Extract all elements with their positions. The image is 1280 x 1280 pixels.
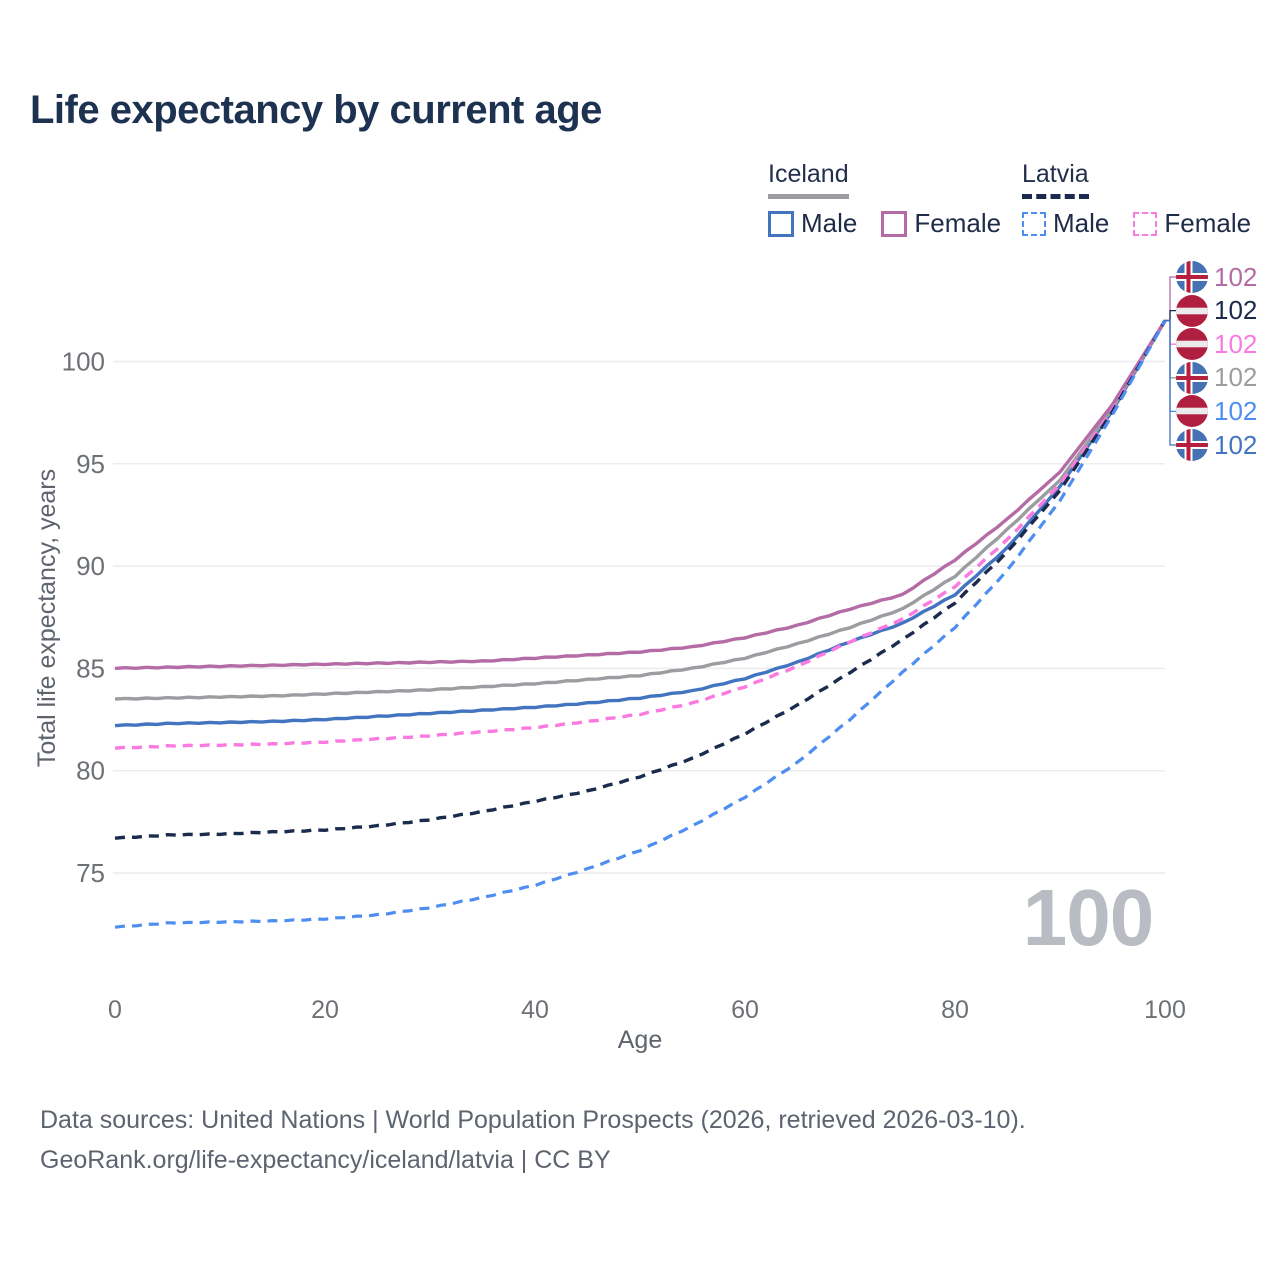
x-axis-title: Age bbox=[617, 1026, 663, 1054]
svg-text:85: 85 bbox=[76, 653, 105, 683]
svg-text:40: 40 bbox=[521, 996, 549, 1024]
svg-text:60: 60 bbox=[731, 996, 759, 1024]
end-label-latvia-male: 102 bbox=[1176, 395, 1258, 428]
legend-country-latvia-label: Latvia bbox=[1022, 160, 1089, 188]
series-line-iceland-female bbox=[114, 319, 1167, 671]
svg-text:75: 75 bbox=[76, 858, 105, 888]
series-line-latvia-total bbox=[114, 319, 1167, 840]
iceland-flag-icon bbox=[1176, 429, 1208, 461]
svg-text:95: 95 bbox=[76, 449, 105, 479]
legend-item-latvia-male-label: Male bbox=[1053, 208, 1110, 238]
y-axis-title: Total life expectancy, years bbox=[33, 468, 61, 768]
latvia-female-swatch-icon bbox=[1133, 211, 1158, 236]
svg-text:80: 80 bbox=[76, 756, 105, 786]
end-label-value: 102 bbox=[1214, 362, 1258, 393]
svg-text:90: 90 bbox=[76, 551, 105, 581]
svg-text:100: 100 bbox=[1144, 996, 1186, 1024]
end-label-value: 102 bbox=[1214, 295, 1258, 326]
footer-link: GeoRank.org/life-expectancy/iceland/latv… bbox=[40, 1146, 611, 1174]
svg-text:80: 80 bbox=[941, 996, 969, 1024]
footer: Data sources: United Nations | World Pop… bbox=[40, 1100, 1026, 1180]
legend-item-iceland-male-label: Male bbox=[801, 208, 858, 238]
series-line-iceland-male bbox=[114, 319, 1167, 728]
page-title: Life expectancy by current age bbox=[30, 88, 602, 132]
iceland-flag-icon bbox=[1176, 261, 1208, 293]
end-label-value: 102 bbox=[1214, 261, 1258, 292]
svg-text:20: 20 bbox=[311, 996, 339, 1024]
end-label-iceland-female: 102 bbox=[1176, 261, 1257, 293]
footer-sources: Data sources: United Nations | World Pop… bbox=[40, 1106, 1026, 1134]
legend-item-latvia-female-label: Female bbox=[1164, 208, 1252, 238]
end-label-iceland-total: 102 bbox=[1176, 361, 1258, 394]
legend-country-iceland[interactable]: Iceland bbox=[768, 160, 849, 199]
end-label-value: 102 bbox=[1214, 429, 1258, 460]
latvia-flag-icon bbox=[1176, 294, 1208, 327]
iceland-male-swatch-icon bbox=[768, 210, 794, 237]
end-label-iceland-male: 102 bbox=[1176, 429, 1257, 461]
series-line-iceland-total bbox=[114, 319, 1167, 701]
end-label-value: 102 bbox=[1214, 395, 1258, 426]
series-line-latvia-male bbox=[114, 319, 1167, 929]
legend-group-latvia: Latvia Male Female bbox=[1022, 160, 1251, 239]
end-label-latvia-total: 102 bbox=[1176, 294, 1258, 327]
legend-item-latvia-female[interactable]: Female bbox=[1133, 208, 1251, 239]
svg-text:0: 0 bbox=[108, 996, 122, 1024]
series-line-latvia-female bbox=[114, 319, 1167, 750]
latvia-male-swatch-icon bbox=[1022, 211, 1046, 236]
iceland-flag-icon bbox=[1176, 361, 1208, 394]
end-label-value: 102 bbox=[1214, 328, 1258, 359]
end-label-latvia-female: 102 bbox=[1176, 328, 1258, 361]
legend-item-iceland-female[interactable]: Female bbox=[881, 208, 1001, 239]
legend-items-iceland: Male Female bbox=[768, 208, 1001, 239]
legend-items-latvia: Male Female bbox=[1022, 208, 1251, 239]
age-counter-watermark: 100 bbox=[1022, 873, 1154, 962]
legend-item-latvia-male[interactable]: Male bbox=[1022, 208, 1109, 239]
legend-country-iceland-label: Iceland bbox=[768, 160, 849, 188]
legend-item-iceland-male[interactable]: Male bbox=[768, 208, 857, 239]
legend-item-iceland-female-label: Female bbox=[914, 208, 1002, 238]
legend-group-iceland: Iceland Male Female bbox=[768, 160, 1001, 239]
legend-country-latvia[interactable]: Latvia bbox=[1022, 160, 1089, 199]
latvia-flag-icon bbox=[1176, 328, 1208, 361]
svg-text:100: 100 bbox=[62, 347, 105, 377]
latvia-flag-icon bbox=[1176, 395, 1208, 428]
iceland-female-swatch-icon bbox=[881, 210, 908, 237]
